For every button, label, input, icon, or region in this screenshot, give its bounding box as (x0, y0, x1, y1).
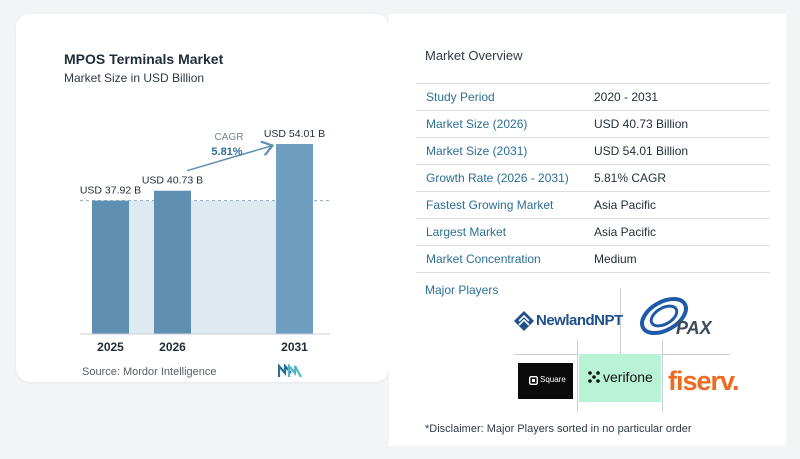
fiserv-logo: fiserv. (668, 362, 740, 402)
overview-row-value: USD 54.01 Billion (594, 144, 689, 158)
overview-row-value: USD 40.73 Billion (594, 117, 689, 131)
cagr-label: CAGR (215, 132, 244, 143)
square-text: Square (540, 375, 566, 384)
growth-shade (129, 200, 276, 334)
bar-chart: USD 37.92 B 2025 USD 40.73 B 2026 USD 54.01 … (80, 128, 330, 354)
overview-row-label: Market Concentration (426, 252, 541, 266)
overview-row-value: 5.81% CAGR (594, 171, 667, 185)
overview-row-label: Market Size (2031) (426, 144, 528, 158)
cagr-value: 5.81% (211, 146, 242, 158)
data-label-2025: USD 37.92 B (80, 185, 141, 197)
x-tick-2031: 2031 (281, 340, 308, 354)
overview-table-bottom-rule (416, 272, 770, 273)
chart-title: MPOS Terminals Market (64, 51, 224, 67)
chart-subtitle: Market Size in USD Billion (64, 71, 205, 85)
x-tick-2025: 2025 (97, 340, 124, 354)
bar-2026 (154, 190, 191, 334)
players-divider (577, 340, 578, 412)
major-players-title: Major Players (425, 283, 499, 297)
pax-swoosh-icon (640, 296, 688, 336)
mordor-logo-icon (278, 364, 302, 378)
overview-row-label: Fastest Growing Market (426, 198, 554, 212)
overview-row-value: 2020 - 2031 (594, 90, 659, 104)
overview-title: Market Overview (425, 48, 523, 63)
bar-2025 (92, 200, 129, 334)
overview-row-label: Market Size (2026) (426, 117, 528, 131)
verifone-logo: verifone (579, 354, 661, 402)
overview-row: Growth Rate (2026 - 2031) 5.81% CAGR (416, 164, 770, 191)
overview-row: Study Period 2020 - 2031 (416, 83, 770, 110)
source-note: Source: Mordor Intelligence (82, 366, 217, 378)
players-divider (620, 288, 621, 354)
overview-row: Largest Market Asia Pacific (416, 218, 770, 245)
overview-row: Market Size (2026) USD 40.73 Billion (416, 110, 770, 137)
overview-row-value: Asia Pacific (594, 198, 657, 212)
newland-diamond-icon (514, 311, 534, 331)
overview-row-label: Study Period (426, 90, 495, 104)
square-mark-icon (529, 376, 538, 385)
overview-row: Market Concentration Medium (416, 245, 770, 272)
overview-row-label: Largest Market (426, 225, 507, 239)
pax-text: PAX (676, 318, 712, 338)
players-divider (662, 340, 663, 412)
cagr-arrow (186, 146, 271, 172)
overview-row: Fastest Growing Market Asia Pacific (416, 191, 770, 218)
overview-row-label: Growth Rate (2026 - 2031) (426, 171, 569, 185)
newland-text: NewlandNPT (536, 312, 623, 329)
verifone-dots-icon (588, 371, 600, 383)
overview-row-value: Medium (594, 252, 637, 266)
data-label-2031: USD 54.01 B (264, 128, 325, 140)
overview-row-value: Asia Pacific (594, 225, 657, 239)
pax-logo: PAX (636, 296, 730, 342)
bar-2031 (276, 144, 313, 334)
fiserv-text: fiserv. (668, 366, 740, 396)
data-label-2026: USD 40.73 B (142, 175, 203, 187)
disclaimer: *Disclaimer: Major Players sorted in no … (425, 423, 692, 435)
overview-row: Market Size (2031) USD 54.01 Billion (416, 137, 770, 164)
newland-npt-logo: NewlandNPT (513, 309, 623, 333)
x-tick-2026: 2026 (159, 340, 186, 354)
square-logo: Square (518, 363, 573, 399)
verifone-text: verifone (603, 369, 653, 385)
